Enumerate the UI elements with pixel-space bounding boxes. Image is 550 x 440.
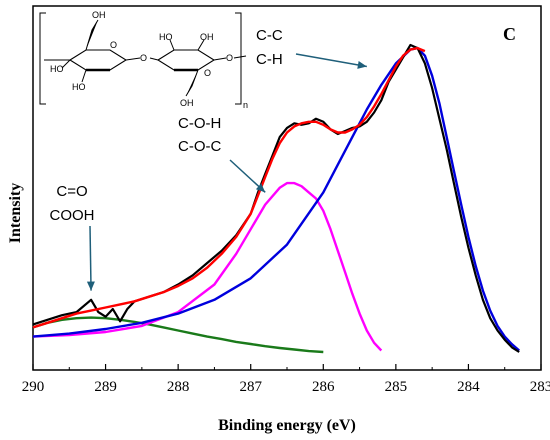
x-tick-label-283: 283 (530, 379, 550, 395)
svg-text:OH: OH (92, 10, 106, 20)
cellulose-structure-inset: OH HO HO O O HO OH O OH O n (39, 10, 248, 110)
annotation-arrow-head (357, 60, 367, 69)
plot-frame (32, 5, 542, 371)
svg-text:OH: OH (180, 98, 194, 108)
series-layer (32, 43, 520, 354)
panel-label: C (503, 24, 516, 44)
svg-text:HO: HO (50, 64, 64, 74)
x-tick-label-290: 290 (22, 379, 45, 395)
svg-text:O: O (140, 53, 147, 63)
annotation-co-cooh: C=O COOH (50, 183, 95, 224)
x-tick-label-285: 285 (385, 379, 408, 395)
svg-text:O: O (204, 68, 211, 78)
structure-left-bracket (39, 12, 46, 105)
svg-text:O: O (110, 40, 117, 50)
x-tick-label-286: 286 (312, 379, 335, 395)
annotation-arrow-line (89, 225, 92, 291)
annotation-arrow-head (86, 281, 95, 291)
svg-text:C-O-C: C-O-C (178, 138, 221, 155)
annotation-cc-ch: C-C C-H (256, 27, 283, 68)
svg-text:n: n (243, 100, 248, 110)
x-tick-label-288: 288 (167, 379, 190, 395)
x-axis-title: Binding energy (eV) (218, 417, 356, 434)
series-line-c-o-cooh-component (32, 316, 324, 354)
x-tick-label-289: 289 (94, 379, 117, 395)
y-axis-title: Intensity (7, 183, 24, 243)
series-line-c-c-c-h-component (32, 46, 520, 352)
svg-text:O: O (226, 53, 233, 63)
svg-text:OH: OH (200, 32, 214, 42)
annotation-arrow-line (295, 53, 367, 68)
svg-text:HO: HO (72, 82, 86, 92)
x-axis: 290 289 288 287 286 285 284 283 (22, 364, 550, 395)
structure-ring-left (68, 49, 128, 71)
structure-right-bracket (235, 12, 242, 105)
svg-text:C-O-H: C-O-H (178, 115, 221, 132)
series-line-envelope (32, 46, 426, 329)
annotation-coh-coc: C-O-H C-O-C (178, 115, 221, 155)
svg-text:C=O: C=O (56, 183, 87, 200)
x-tick-label-287: 287 (239, 379, 262, 395)
svg-text:COOH: COOH (50, 207, 95, 224)
svg-text:C-H: C-H (256, 51, 283, 68)
series-line-measured (32, 43, 520, 353)
x-tick-label-284: 284 (457, 379, 480, 395)
svg-text:C-C: C-C (256, 27, 283, 44)
annotation-arrows (86, 53, 367, 291)
svg-text:HO: HO (159, 32, 173, 42)
annotation-arrow-head (255, 183, 266, 193)
structure-ring-right (156, 49, 216, 71)
